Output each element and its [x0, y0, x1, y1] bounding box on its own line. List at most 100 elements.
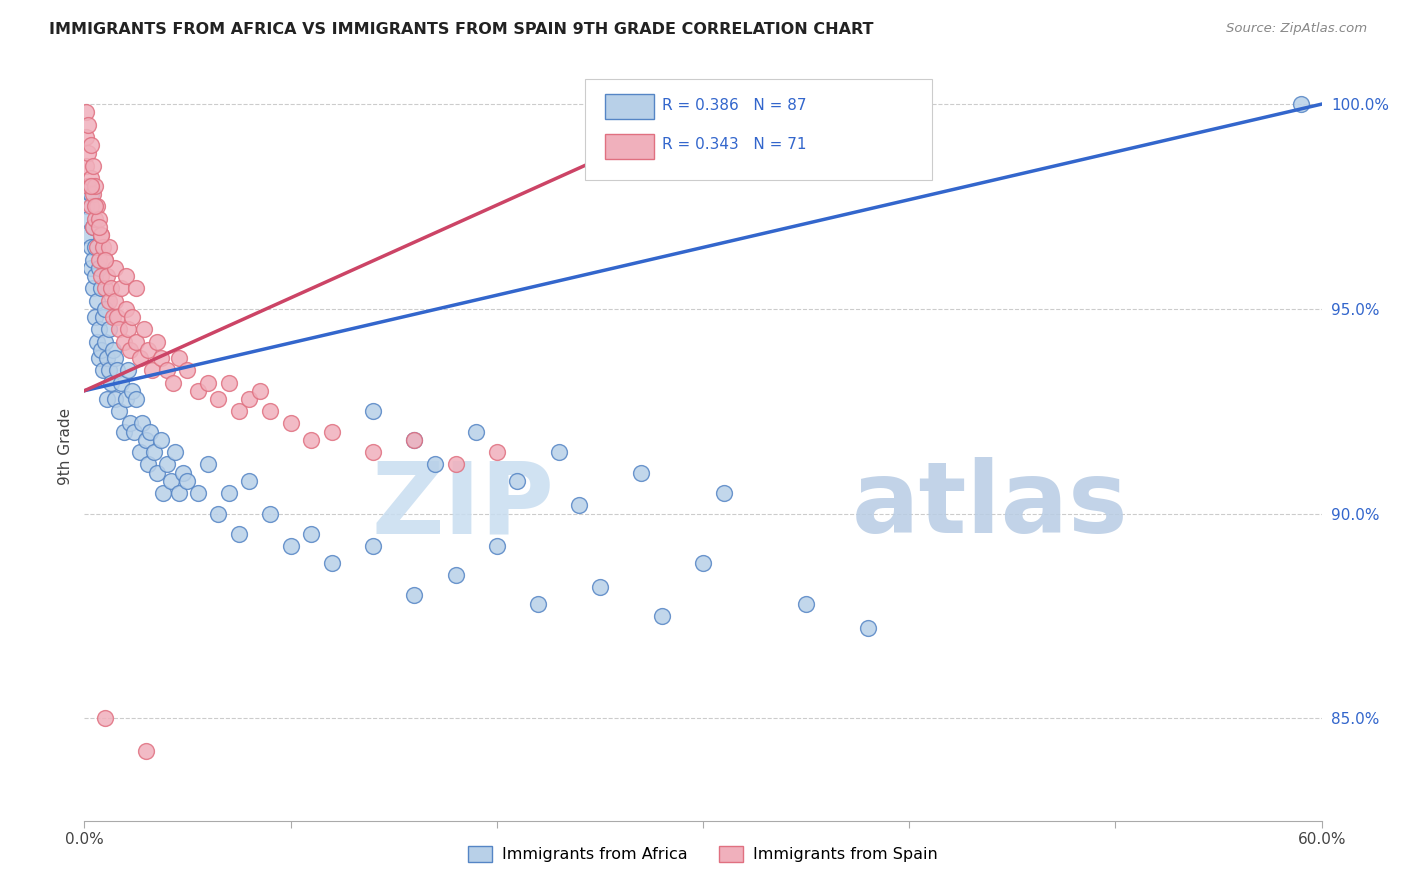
- Point: [149, 351, 172, 365]
- Point: [98, 363, 121, 377]
- Point: [485, 539, 508, 553]
- Point: [218, 376, 240, 390]
- Point: [82, 219, 104, 234]
- Point: [125, 281, 148, 295]
- Point: [94, 252, 117, 267]
- Text: Source: ZipAtlas.com: Source: ZipAtlas.com: [1226, 22, 1367, 36]
- Point: [108, 322, 131, 336]
- Point: [98, 293, 121, 308]
- Point: [82, 187, 104, 202]
- Point: [75, 228, 97, 243]
- Point: [87, 211, 110, 226]
- Point: [160, 474, 183, 488]
- Point: [259, 404, 281, 418]
- Point: [94, 281, 117, 295]
- Point: [238, 392, 260, 406]
- Point: [404, 433, 426, 447]
- Point: [856, 621, 879, 635]
- Point: [149, 433, 172, 447]
- Point: [129, 445, 152, 459]
- Point: [125, 334, 148, 349]
- Point: [321, 425, 343, 439]
- Point: [90, 343, 112, 357]
- Point: [110, 376, 132, 390]
- Text: R = 0.343   N = 71: R = 0.343 N = 71: [662, 137, 807, 153]
- Point: [83, 269, 105, 284]
- Point: [228, 527, 250, 541]
- Point: [465, 425, 488, 439]
- Point: [207, 507, 229, 521]
- Point: [118, 417, 141, 431]
- Point: [98, 322, 121, 336]
- Point: [75, 199, 97, 213]
- Point: [547, 445, 569, 459]
- Point: [238, 474, 260, 488]
- Point: [423, 458, 446, 472]
- Point: [129, 351, 152, 365]
- Point: [83, 179, 105, 194]
- Point: [82, 219, 104, 234]
- Point: [100, 281, 122, 295]
- Point: [259, 507, 281, 521]
- Point: [156, 458, 179, 472]
- Point: [79, 138, 101, 153]
- Point: [136, 458, 159, 472]
- Point: [103, 343, 125, 357]
- Point: [86, 199, 108, 213]
- Point: [121, 310, 143, 324]
- Point: [361, 404, 384, 418]
- Point: [83, 211, 105, 226]
- Point: [361, 539, 384, 553]
- Point: [176, 363, 198, 377]
- Point: [104, 392, 127, 406]
- Point: [143, 445, 166, 459]
- Point: [75, 159, 97, 173]
- Point: [82, 159, 104, 173]
- Point: [91, 240, 114, 254]
- Point: [83, 310, 105, 324]
- Point: [630, 466, 652, 480]
- Point: [404, 433, 426, 447]
- Point: [568, 499, 591, 513]
- Point: [104, 260, 127, 275]
- Legend: Immigrants from Africa, Immigrants from Spain: Immigrants from Africa, Immigrants from …: [463, 839, 943, 869]
- Point: [280, 417, 302, 431]
- Point: [77, 179, 100, 194]
- Point: [79, 240, 101, 254]
- Point: [589, 580, 612, 594]
- Point: [444, 458, 467, 472]
- Point: [83, 240, 105, 254]
- Point: [79, 170, 101, 185]
- Point: [131, 417, 153, 431]
- Point: [96, 269, 118, 284]
- Point: [152, 486, 174, 500]
- Point: [321, 556, 343, 570]
- Point: [176, 474, 198, 488]
- Point: [114, 301, 136, 316]
- Point: [104, 351, 127, 365]
- Point: [94, 301, 117, 316]
- Point: [87, 260, 110, 275]
- Point: [100, 376, 122, 390]
- Point: [82, 252, 104, 267]
- Point: [87, 252, 110, 267]
- Point: [794, 597, 817, 611]
- Point: [83, 199, 105, 213]
- Point: [87, 219, 110, 234]
- Point: [114, 392, 136, 406]
- Point: [121, 384, 143, 398]
- Text: atlas: atlas: [852, 458, 1128, 555]
- Point: [117, 363, 139, 377]
- Point: [108, 404, 131, 418]
- Point: [280, 539, 302, 553]
- Text: R = 0.386   N = 87: R = 0.386 N = 87: [662, 97, 807, 112]
- Point: [86, 334, 108, 349]
- Point: [156, 363, 179, 377]
- Text: ZIP: ZIP: [371, 458, 554, 555]
- Point: [79, 260, 101, 275]
- Point: [87, 351, 110, 365]
- Point: [82, 281, 104, 295]
- Point: [692, 556, 714, 570]
- Point: [79, 187, 101, 202]
- Point: [77, 211, 100, 226]
